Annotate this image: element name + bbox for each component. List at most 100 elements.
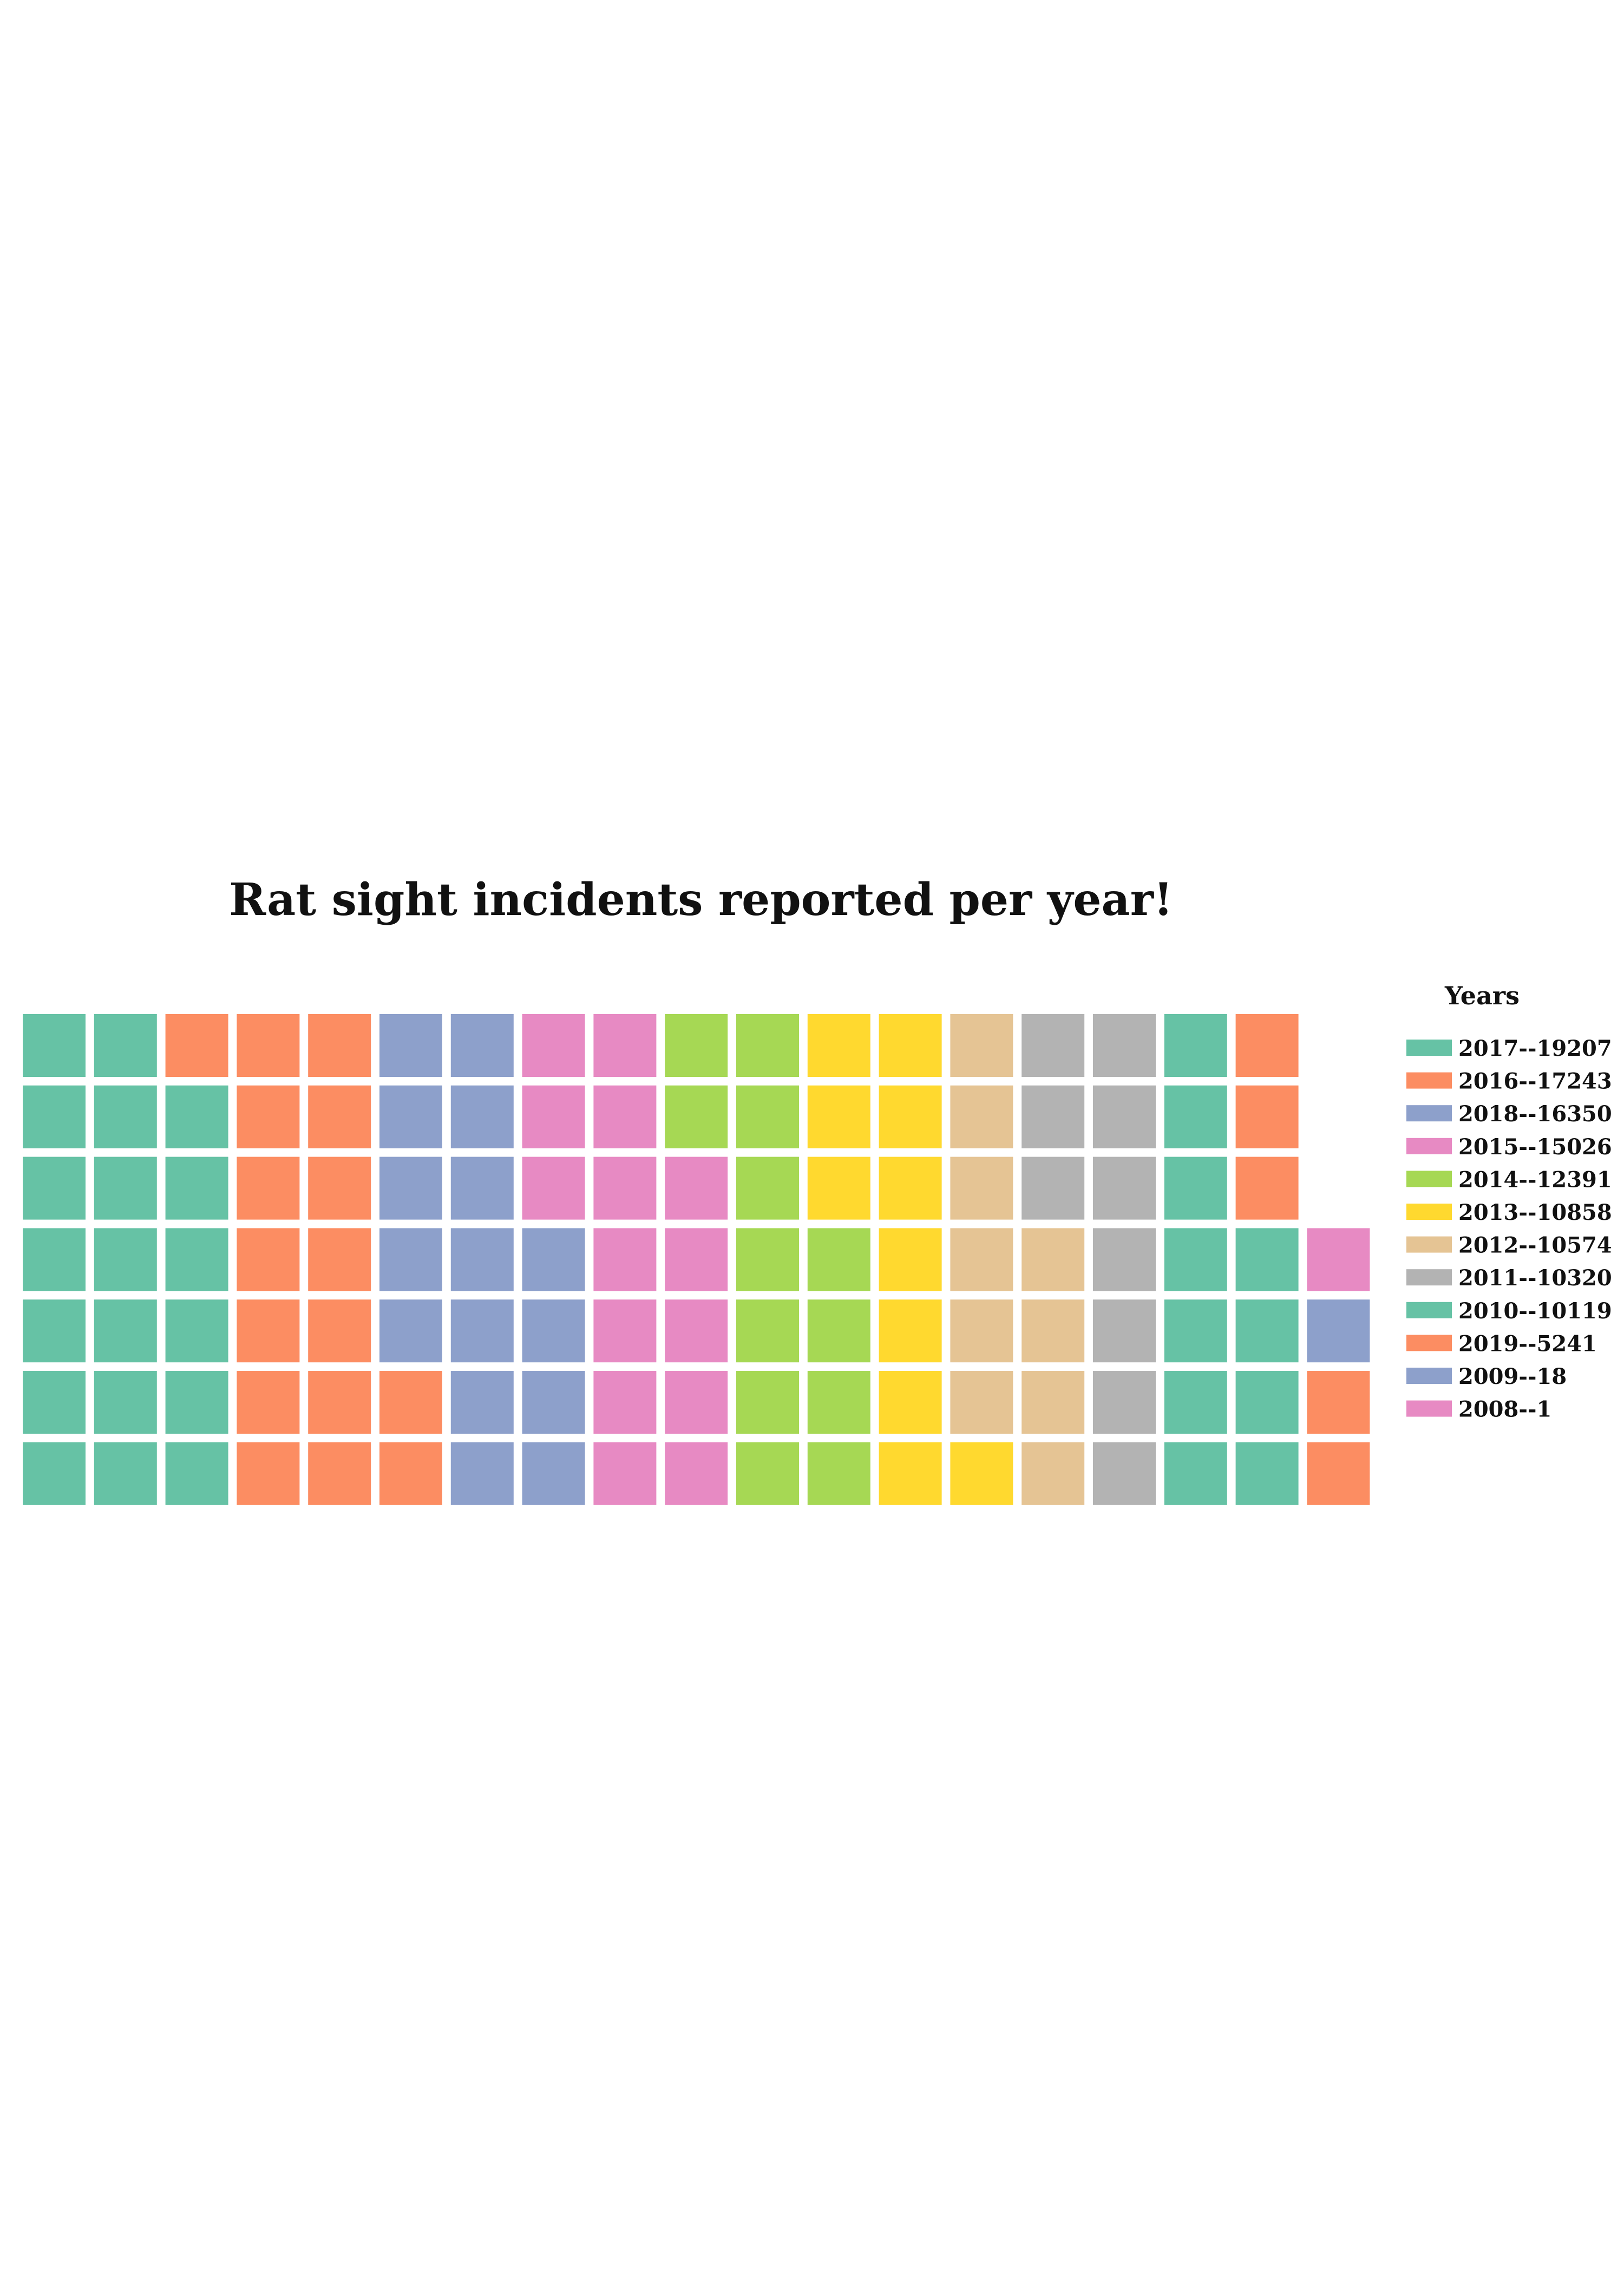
- waffle-cell-2013: [879, 1442, 942, 1505]
- legend-swatch-2012: [1406, 1236, 1452, 1253]
- waffle-cell-2015: [522, 1014, 585, 1077]
- waffle-cell-2014: [736, 1299, 799, 1363]
- waffle-cell-2018: [379, 1228, 442, 1291]
- waffle-cell-2011: [1093, 1371, 1156, 1434]
- waffle-cell-2014: [736, 1085, 799, 1148]
- legend-label-2013: 2013--10858: [1458, 1200, 1612, 1225]
- waffle-cell-2018: [379, 1156, 442, 1220]
- waffle-cell-2011: [1021, 1156, 1085, 1220]
- waffle-cell-2014: [736, 1228, 799, 1291]
- waffle-cell-2010: [1164, 1442, 1227, 1505]
- waffle-cell-2018: [450, 1442, 514, 1505]
- waffle-cell-2015: [522, 1156, 585, 1220]
- waffle-cell-2012: [1021, 1299, 1085, 1363]
- waffle-cell-2012: [950, 1014, 1013, 1077]
- waffle-cell-2019: [1235, 1085, 1299, 1148]
- waffle-cell-2018: [450, 1156, 514, 1220]
- waffle-cell-2018: [379, 1085, 442, 1148]
- legend-label-2012: 2012--10574: [1458, 1233, 1612, 1258]
- waffle-cell-2019: [1235, 1156, 1299, 1220]
- waffle-cell-2016: [308, 1299, 371, 1363]
- waffle-cell-2017: [23, 1228, 86, 1291]
- waffle-cell-2015: [665, 1228, 728, 1291]
- waffle-cell-2018: [522, 1228, 585, 1291]
- waffle-cell-2011: [1093, 1299, 1156, 1363]
- waffle-cell-2011: [1021, 1014, 1085, 1077]
- waffle-cell-2018: [379, 1299, 442, 1363]
- legend: Years 2017--19207 2016--17243 2018--16350 2…: [1406, 981, 1612, 1422]
- waffle-cell-2016: [237, 1299, 300, 1363]
- waffle-cell-2017: [165, 1156, 228, 1220]
- legend-swatch-2011: [1406, 1269, 1452, 1286]
- waffle-cell-2014: [736, 1371, 799, 1434]
- waffle-cell-2018: [522, 1442, 585, 1505]
- waffle-cell-2015: [593, 1014, 657, 1077]
- waffle-cell-2008: [1307, 1228, 1370, 1291]
- waffle-cell-2012: [950, 1085, 1013, 1148]
- waffle-cell-2012: [1021, 1228, 1085, 1291]
- waffle-cell-2012: [950, 1156, 1013, 1220]
- legend-label-2014: 2014--12391: [1458, 1167, 1612, 1192]
- waffle-cell-2014: [807, 1299, 870, 1363]
- waffle-cell-2017: [23, 1299, 86, 1363]
- waffle-cell-2018: [522, 1299, 585, 1363]
- legend-swatch-2016: [1406, 1072, 1452, 1089]
- waffle-cell-2016: [237, 1156, 300, 1220]
- waffle-cell-2018: [450, 1085, 514, 1148]
- waffle-cell-2013: [879, 1299, 942, 1363]
- waffle-cell-2015: [593, 1228, 657, 1291]
- waffle-cell-2010: [1235, 1371, 1299, 1434]
- legend-label-2016: 2016--17243: [1458, 1069, 1612, 1094]
- waffle-cell-2017: [94, 1156, 157, 1220]
- waffle-cell-2012: [950, 1228, 1013, 1291]
- waffle-cell-2011: [1093, 1442, 1156, 1505]
- waffle-cell-2010: [1235, 1442, 1299, 1505]
- waffle-cell-2013: [807, 1085, 870, 1148]
- waffle-cell-2010: [1164, 1156, 1227, 1220]
- waffle-cell-2017: [94, 1085, 157, 1148]
- waffle-cell-2017: [23, 1085, 86, 1148]
- waffle-cell-2018: [450, 1228, 514, 1291]
- waffle-cell-2017: [94, 1014, 157, 1077]
- waffle-grid: [23, 1014, 1370, 1505]
- waffle-cell-2017: [165, 1299, 228, 1363]
- waffle-cell-2011: [1093, 1228, 1156, 1291]
- waffle-cell-2017: [23, 1371, 86, 1434]
- waffle-cell-2016: [379, 1371, 442, 1434]
- waffle-cell-2010: [1164, 1371, 1227, 1434]
- waffle-cell-2016: [308, 1085, 371, 1148]
- waffle-cell-2017: [23, 1442, 86, 1505]
- waffle-cell-2013: [879, 1014, 942, 1077]
- waffle-cell-2015: [665, 1442, 728, 1505]
- waffle-cell-2017: [23, 1156, 86, 1220]
- waffle-cell-2014: [807, 1442, 870, 1505]
- waffle-cell-2013: [807, 1156, 870, 1220]
- waffle-cell-2014: [665, 1085, 728, 1148]
- legend-label-2015: 2015--15026: [1458, 1134, 1612, 1160]
- waffle-cell-2017: [94, 1299, 157, 1363]
- legend-label-2010: 2010--10119: [1458, 1298, 1612, 1324]
- legend-swatch-2018: [1406, 1105, 1452, 1122]
- waffle-cell-2016: [308, 1371, 371, 1434]
- waffle-cell-2011: [1093, 1156, 1156, 1220]
- waffle-cell-2015: [593, 1442, 657, 1505]
- chart-title: Rat sight incidents reported per year!: [229, 874, 1173, 926]
- waffle-cell-2015: [665, 1299, 728, 1363]
- waffle-cell-2016: [237, 1228, 300, 1291]
- waffle-cell-2014: [736, 1442, 799, 1505]
- waffle-cell-2017: [94, 1228, 157, 1291]
- waffle-cell-2017: [165, 1371, 228, 1434]
- legend-swatch-2010: [1406, 1302, 1452, 1318]
- legend-swatch-2017: [1406, 1040, 1452, 1056]
- legend-swatch-2019: [1406, 1335, 1452, 1351]
- waffle-cell-2017: [165, 1085, 228, 1148]
- legend-label-2009: 2009--18: [1458, 1364, 1567, 1389]
- waffle-cell-2014: [665, 1014, 728, 1077]
- legend-swatch-2015: [1406, 1138, 1452, 1154]
- waffle-cell-2012: [950, 1371, 1013, 1434]
- waffle-cell-2015: [593, 1371, 657, 1434]
- waffle-cell-2012: [950, 1299, 1013, 1363]
- waffle-cell-2017: [165, 1442, 228, 1505]
- legend-label-2011: 2011--10320: [1458, 1265, 1612, 1291]
